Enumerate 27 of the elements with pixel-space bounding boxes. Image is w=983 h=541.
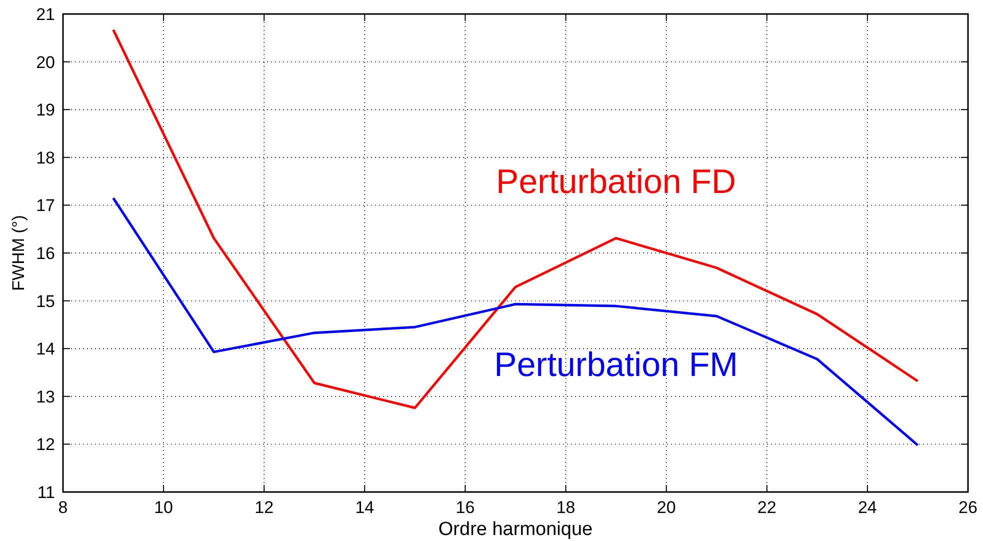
y-tick-label: 11: [37, 483, 55, 502]
y-tick-label: 15: [36, 292, 55, 311]
x-tick-label: 12: [254, 498, 274, 517]
y-tick-label: 16: [36, 244, 55, 263]
x-tick-label: 20: [656, 498, 676, 517]
x-axis-title: Ordre harmonique: [438, 519, 593, 540]
x-tick-label: 8: [58, 498, 68, 517]
y-axis-title: FWHM (°): [9, 215, 28, 291]
x-tick-label: 18: [556, 498, 576, 517]
line-series: [112, 196, 919, 446]
y-tick-label: 14: [36, 340, 55, 359]
y-tick-label: 17: [36, 196, 55, 216]
line-series: [112, 28, 919, 410]
x-tick-label: 22: [757, 498, 776, 517]
x-tick-label: 26: [958, 498, 978, 517]
y-tick-label: 19: [36, 100, 55, 120]
y-tick-label: 20: [36, 52, 55, 72]
x-tick-label: 16: [456, 498, 475, 517]
x-tick-label: 14: [355, 498, 374, 517]
y-tick-label: 18: [36, 148, 55, 168]
y-tick-label: 21: [36, 5, 55, 24]
x-tick-label: 10: [154, 498, 174, 517]
x-tick-label: 24: [858, 498, 877, 517]
y-tick-label: 12: [36, 435, 55, 454]
series-label: Perturbation FM: [494, 346, 738, 384]
series-label: Perturbation FD: [496, 163, 736, 202]
y-tick-label: 13: [36, 387, 55, 406]
